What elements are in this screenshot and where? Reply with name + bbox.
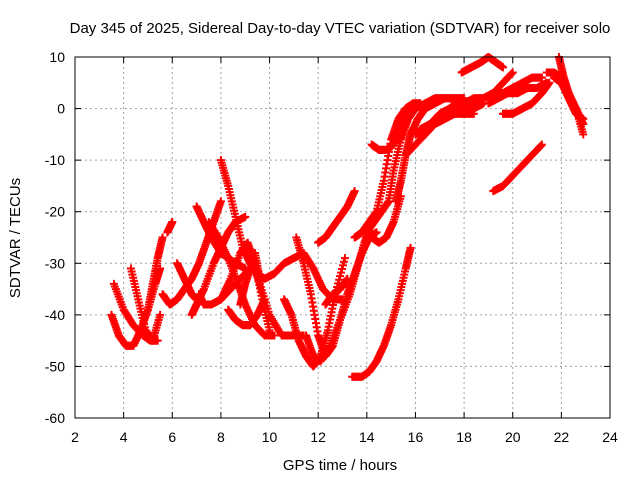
grid-lines [75,57,610,418]
data-point [168,218,177,227]
data-point [350,187,359,196]
y-tick-label: -20 [45,204,65,220]
x-tick-label: 16 [408,429,424,445]
x-tick-label: 8 [217,429,225,445]
chart-title: Day 345 of 2025, Sidereal Day-to-day VTE… [70,20,611,37]
x-tick-label: 20 [505,429,521,445]
x-tick-label: 10 [262,429,278,445]
series-arc39 [550,73,588,123]
data-point [372,228,381,237]
data-point [508,68,517,77]
data-point [265,326,274,335]
y-tick-label: -40 [45,307,65,323]
data-point [241,212,250,221]
y-tick-label: -30 [45,255,65,271]
x-axis-label: GPS time / hours [283,457,397,474]
y-tick-label: 0 [57,101,65,117]
y-tick-label: -10 [45,152,65,168]
series-arc20 [314,187,359,247]
series-arc36 [499,78,554,118]
x-tick-label: 12 [310,429,326,445]
y-tick-label: -60 [45,410,65,426]
y-tick-label: 10 [49,49,65,65]
data-point [411,104,420,113]
data-point [343,274,352,283]
x-tick-label: 24 [602,429,618,445]
data-point [270,331,279,340]
series-arc19 [302,218,376,366]
series-arc33 [450,73,546,108]
series-arc27 [392,94,469,206]
data-point [158,233,167,242]
data-point [156,310,165,319]
data-point [499,63,507,72]
x-tick-label: 2 [71,429,79,445]
data-series [107,53,588,381]
data-point [340,254,349,263]
series-arc4 [143,233,167,314]
series-arc5 [158,197,225,309]
data-point [579,114,588,123]
series-arc21 [321,274,352,309]
series-arc25 [367,192,405,247]
data-point [579,130,588,139]
series-arc26 [367,104,420,154]
series-arc34 [484,78,551,108]
y-tick-label: -50 [45,358,65,374]
y-axis-label: SDTVAR / TECUs [7,178,24,298]
series-arc16 [250,248,264,283]
data-point [255,274,264,283]
series-arc6 [163,218,177,237]
x-tick-label: 4 [120,429,128,445]
series-arc31 [457,53,507,77]
series-arc3 [126,264,165,345]
x-tick-label: 22 [554,429,570,445]
plot-frame [74,56,611,419]
data-point [545,78,554,87]
x-tick-label: 18 [456,429,472,445]
data-point [537,140,546,149]
data-point [216,197,225,206]
axis-ticks: 2 4 6 8 10 12 14 16 18 20 22 24-60-50-40-30-20-1001… [45,49,618,445]
data-point [537,73,546,82]
x-tick-label: 14 [359,429,375,445]
x-tick-label: 6 [168,429,176,445]
series-arc22 [348,243,415,381]
data-point [406,243,415,252]
series-arc35 [489,140,546,196]
